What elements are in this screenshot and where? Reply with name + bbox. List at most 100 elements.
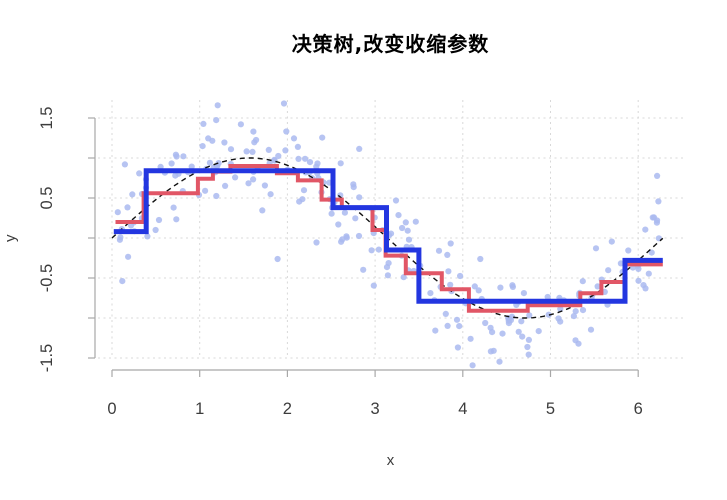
scatter-point xyxy=(283,128,290,135)
scatter-point xyxy=(360,266,367,273)
scatter-point xyxy=(261,182,268,189)
scatter-point xyxy=(453,316,461,323)
scatter-point xyxy=(605,267,612,274)
scatter-point xyxy=(296,198,303,205)
scatter-point xyxy=(227,146,235,153)
scatter-point xyxy=(290,135,298,142)
scatter-point xyxy=(655,198,662,205)
scatter-point xyxy=(557,318,564,325)
scatter-point xyxy=(243,148,250,155)
scatter-point xyxy=(387,230,395,237)
scatter-point xyxy=(642,285,649,292)
scatter-point xyxy=(444,251,451,258)
scatter-point xyxy=(592,245,600,252)
scatter-point xyxy=(477,255,484,263)
scatter-point xyxy=(579,278,586,285)
scatter-point xyxy=(249,148,256,155)
scatter-point xyxy=(519,333,526,340)
scatter-point xyxy=(306,159,314,166)
scatter-point xyxy=(213,192,220,200)
scatter-point xyxy=(454,344,461,351)
scatter-point xyxy=(404,227,411,234)
scatter-point xyxy=(121,161,128,168)
scatter-point xyxy=(496,358,503,365)
scatter-point xyxy=(587,326,595,333)
scatter-point xyxy=(168,160,175,167)
scatter-point xyxy=(328,210,335,217)
scatter-point xyxy=(221,139,228,146)
scatter-point xyxy=(114,209,121,216)
scatter-point xyxy=(544,293,551,301)
scatter-point xyxy=(155,216,163,224)
scatter-point xyxy=(250,128,257,135)
scatter-point xyxy=(525,351,532,358)
scatter-point xyxy=(535,328,542,335)
x-tick-labels: 0 1 2 3 4 5 6 xyxy=(107,400,642,418)
x-tick-label: 1 xyxy=(195,400,204,418)
x-axis xyxy=(111,369,639,377)
scatter-point xyxy=(172,172,179,179)
scatter-point xyxy=(545,311,552,318)
scatter-point xyxy=(526,312,533,319)
scatter-point xyxy=(625,247,632,254)
scatter-point xyxy=(467,335,474,342)
scatter-point xyxy=(471,283,478,290)
scatter-point xyxy=(205,135,212,142)
scatter-point xyxy=(515,328,522,335)
scatter-point xyxy=(520,290,528,297)
scatter-point xyxy=(237,121,244,128)
x-tick-label: 2 xyxy=(283,400,292,418)
scatter-point xyxy=(412,218,419,225)
scatter-point xyxy=(402,219,409,226)
scatter-point xyxy=(383,264,391,271)
scatter-point xyxy=(200,120,207,127)
scatter-point xyxy=(444,322,451,329)
scatter-point xyxy=(487,348,494,355)
scatter-point xyxy=(572,308,579,315)
scatter-point xyxy=(432,327,439,334)
scatter-point xyxy=(649,214,656,221)
scatter-point xyxy=(124,204,131,211)
y-tick-label: -0.5 xyxy=(38,264,56,292)
scatter-point xyxy=(314,160,321,167)
y-tick-label: 1.5 xyxy=(38,107,56,130)
x-tick-label: 4 xyxy=(458,400,467,418)
scatter-point xyxy=(294,143,301,150)
scatter-point xyxy=(482,319,489,327)
scatter-point xyxy=(116,236,123,243)
scatter-point xyxy=(400,274,407,281)
scatter-point xyxy=(617,260,625,267)
scatter-point xyxy=(180,153,187,160)
scatter-point xyxy=(645,270,652,277)
y-tick-label: -1.5 xyxy=(38,344,56,372)
scatter-point xyxy=(173,216,180,223)
scatter-point xyxy=(635,277,642,284)
x-tick-label: 3 xyxy=(371,400,380,418)
scatter-point xyxy=(648,249,655,256)
scatter-point xyxy=(302,155,309,162)
scatter-point xyxy=(300,187,308,194)
scatter-point xyxy=(339,236,346,243)
scatter-point xyxy=(356,194,363,201)
scatter-point xyxy=(457,272,464,280)
x-tick-label: 6 xyxy=(634,400,643,418)
scatter-point xyxy=(206,159,213,166)
scatter-point xyxy=(337,160,344,167)
scatter-point xyxy=(518,318,525,325)
scatter-point xyxy=(475,287,482,294)
scatter-point xyxy=(399,224,406,232)
scatter-point xyxy=(368,247,375,254)
scatter-point xyxy=(509,282,516,289)
scatter-point xyxy=(337,192,344,199)
scatter-point xyxy=(405,236,413,243)
scatter-point xyxy=(188,163,195,170)
scatter-point xyxy=(280,100,288,107)
scatter-point xyxy=(572,337,579,344)
scatter-point xyxy=(295,155,302,162)
x-tick-label: 5 xyxy=(546,400,555,418)
scatter-point xyxy=(384,272,391,279)
scatter-point xyxy=(435,247,443,254)
scatter-point xyxy=(259,207,266,214)
scatter-point xyxy=(172,151,179,158)
